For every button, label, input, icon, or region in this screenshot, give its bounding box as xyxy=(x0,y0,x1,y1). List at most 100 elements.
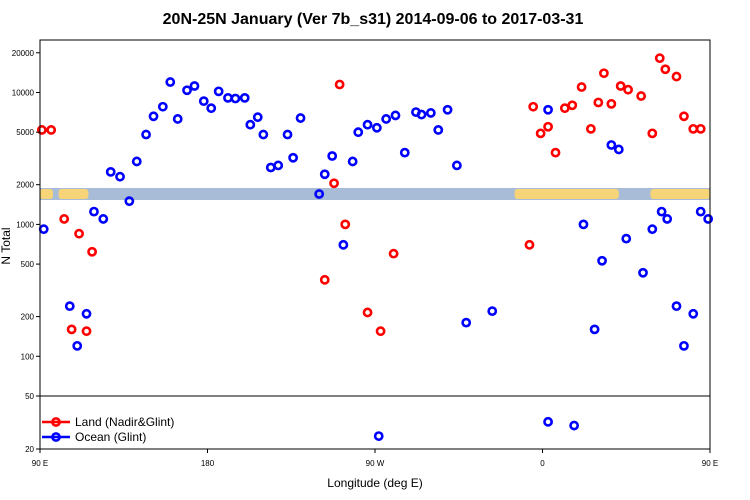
ocean-point xyxy=(148,111,159,122)
ocean-point xyxy=(621,233,632,244)
land-point xyxy=(340,219,351,230)
ocean-point xyxy=(81,308,92,319)
ocean-point xyxy=(399,147,410,158)
land-point xyxy=(36,125,47,135)
ocean-point xyxy=(182,85,192,96)
ocean-point xyxy=(373,431,384,441)
ocean-point xyxy=(165,77,176,87)
land-point xyxy=(567,100,578,111)
land-point xyxy=(375,326,386,337)
y-tick-label: 200 xyxy=(21,313,35,322)
land-point xyxy=(334,79,345,90)
land-point xyxy=(593,97,604,108)
ocean-point xyxy=(543,104,553,115)
legend: Land (Nadir&Glint) Ocean (Glint) xyxy=(42,415,174,444)
legend-ocean-label: Ocean (Glint) xyxy=(75,430,146,444)
ocean-point xyxy=(647,224,658,235)
land-point xyxy=(59,214,70,224)
ocean-point xyxy=(390,110,401,121)
land-point xyxy=(559,103,570,114)
land-point xyxy=(599,68,609,79)
ocean-point xyxy=(319,169,330,180)
ocean-point xyxy=(381,114,392,124)
land-point xyxy=(654,53,665,64)
ocean-point xyxy=(198,96,209,107)
ocean-point xyxy=(252,112,263,123)
ocean-point xyxy=(282,129,293,140)
land-point xyxy=(636,91,647,101)
ocean-point xyxy=(416,109,427,120)
ocean-point xyxy=(98,214,109,224)
ocean-point xyxy=(230,93,241,104)
land-point xyxy=(66,324,77,335)
ocean-point xyxy=(105,167,116,177)
y-tick-label: 500 xyxy=(21,260,35,269)
y-tick-label: 10000 xyxy=(12,88,35,97)
ocean-point xyxy=(347,156,358,167)
land-point xyxy=(319,274,330,285)
y-axis-label: N Total xyxy=(0,227,13,264)
land-point xyxy=(543,121,553,132)
land-point xyxy=(671,71,682,82)
land-point xyxy=(688,123,699,134)
y-tick-label: 5000 xyxy=(16,128,34,137)
ocean-point xyxy=(157,101,168,112)
ocean-point xyxy=(223,92,233,103)
ocean-point xyxy=(578,219,589,230)
ocean-point xyxy=(688,308,699,319)
ocean-point xyxy=(265,162,276,173)
land-point xyxy=(615,81,626,91)
y-tick-label: 20 xyxy=(25,445,34,454)
ocean-point xyxy=(679,340,689,351)
ocean-point xyxy=(433,125,444,135)
ocean-point xyxy=(451,160,462,171)
ocean-point xyxy=(597,255,607,266)
x-tick-label: 180 xyxy=(201,459,215,468)
ocean-point xyxy=(371,122,382,133)
land-point xyxy=(660,64,671,75)
land-point xyxy=(623,84,634,95)
chart-title: 20N-25N January (Ver 7b_s31) 2014-09-06 … xyxy=(163,11,584,28)
land-band xyxy=(58,188,89,199)
ocean-point xyxy=(327,151,338,161)
ocean-point xyxy=(638,267,648,278)
ocean-point xyxy=(89,206,99,217)
ocean-point xyxy=(131,156,142,167)
ocean-point xyxy=(662,214,673,224)
ocean-point xyxy=(338,239,349,250)
ocean-point xyxy=(245,119,256,130)
y-axis: 20 50 100 200 500 1000 2000 5000 10000 20000 xyxy=(12,49,40,454)
x-tick-label: 90 E xyxy=(702,459,718,468)
land-band xyxy=(650,188,710,199)
map-strip xyxy=(40,187,710,200)
land-point xyxy=(329,178,339,189)
ocean-point xyxy=(38,224,49,235)
y-tick-label: 2000 xyxy=(16,181,34,190)
land-point xyxy=(585,123,596,134)
ocean-point xyxy=(206,103,217,114)
ocean-point xyxy=(141,129,151,140)
ocean-point xyxy=(115,171,125,182)
y-tick-label: 20000 xyxy=(12,49,35,58)
land-point xyxy=(647,128,658,139)
ocean-point xyxy=(589,324,600,335)
land-point xyxy=(81,326,92,337)
ocean-point xyxy=(613,144,624,155)
legend-ocean-marker xyxy=(51,432,61,442)
land-point xyxy=(388,248,399,259)
land-point xyxy=(695,123,706,134)
ocean-point xyxy=(442,104,453,115)
ocean-point xyxy=(64,301,75,312)
y-tick-label: 100 xyxy=(21,352,35,361)
ocean-point xyxy=(172,114,183,124)
x-tick-label: 90 W xyxy=(366,459,385,468)
ocean-point xyxy=(543,416,553,427)
land-point xyxy=(362,307,373,318)
ocean-point xyxy=(487,306,498,317)
legend-land-marker xyxy=(51,417,61,427)
ocean-point xyxy=(258,129,269,140)
ocean-point xyxy=(606,140,617,150)
ocean-point xyxy=(124,196,135,207)
ocean-point xyxy=(295,113,306,123)
